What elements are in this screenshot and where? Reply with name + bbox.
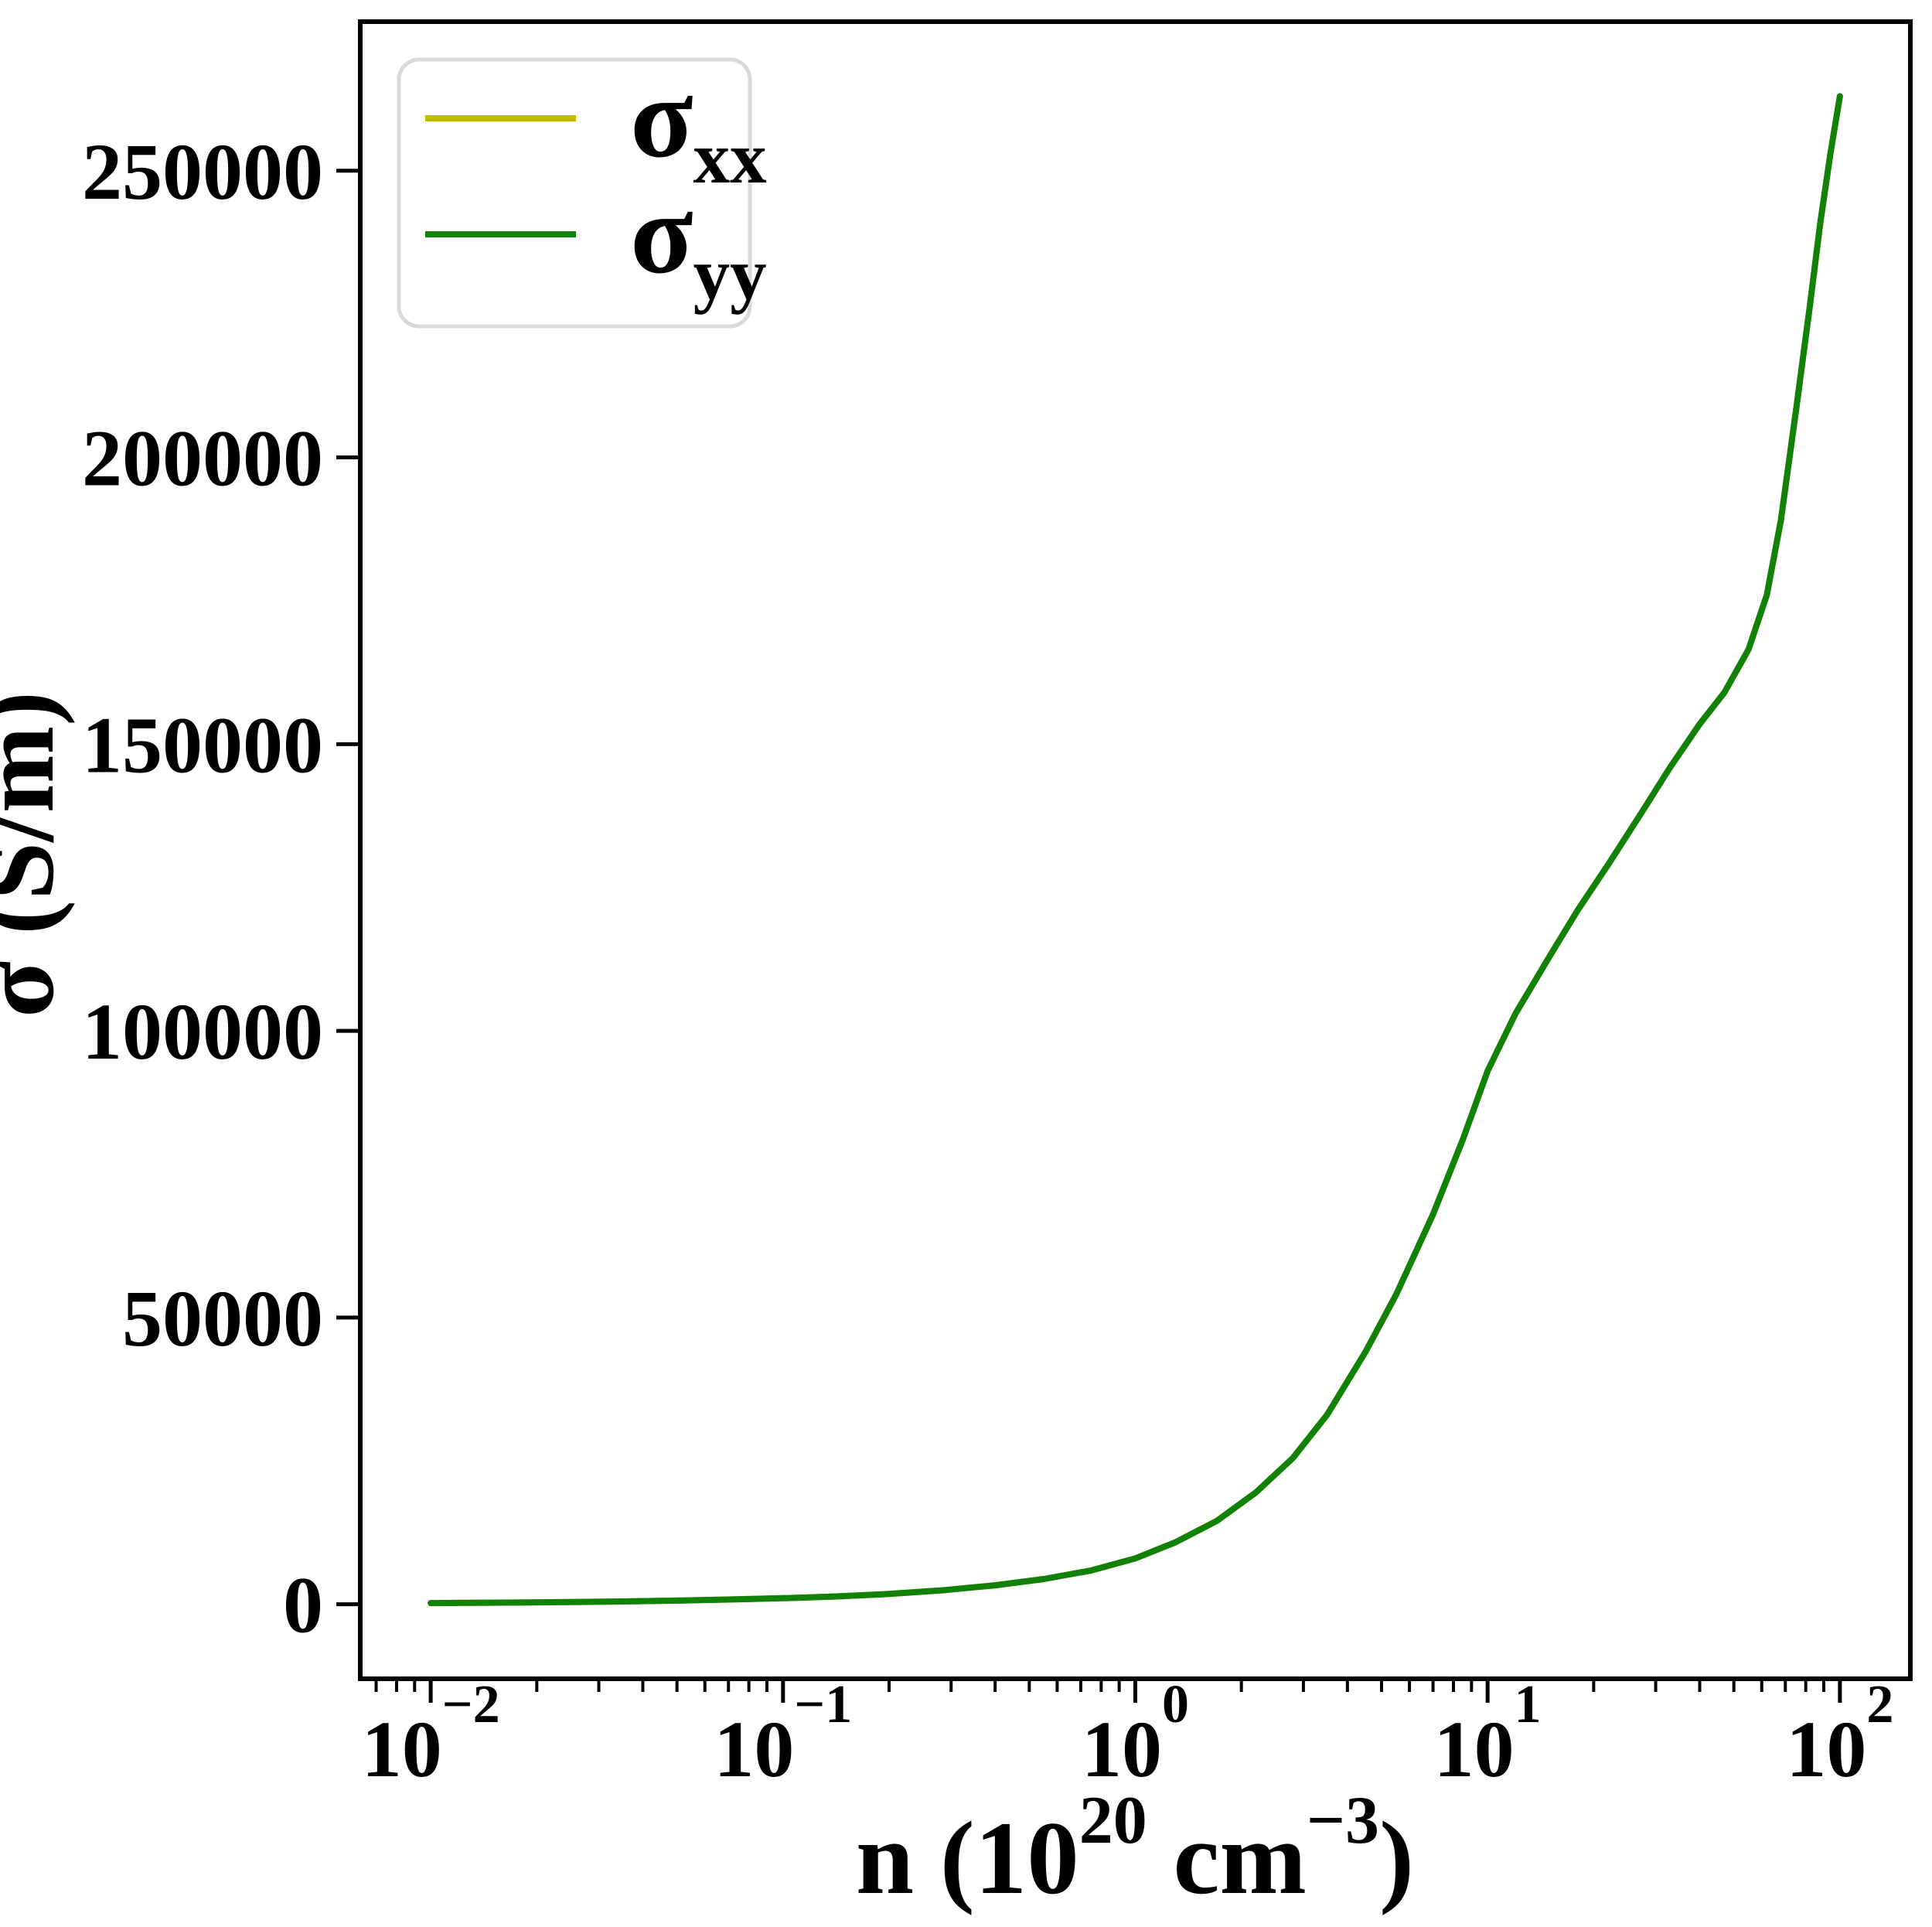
curve-sigma_yy: [428, 93, 1843, 1607]
x-tick-label: 100: [1082, 1675, 1189, 1794]
plot-border: [358, 19, 1913, 1681]
y-tick-label: 100000: [82, 987, 323, 1076]
y-axis: 0 50000 100000 150000 200000 250000: [82, 128, 360, 1650]
y-tick-label: 50000: [122, 1274, 323, 1363]
x-tick-label: 101: [1434, 1675, 1542, 1794]
y-tick-label: 150000: [82, 701, 323, 790]
x-axis-label: n (1020 cm−3): [856, 1783, 1414, 1916]
y-axis-label: σ (S/m): [0, 691, 76, 1018]
x-tick-label: 102: [1786, 1675, 1893, 1794]
y-tick-label: 250000: [82, 128, 323, 217]
x-tick-label: 10−1: [714, 1675, 852, 1794]
legend-label-xx: σxx: [630, 53, 767, 199]
x-axis: 10−2 10−1 100 101 102: [362, 1675, 1894, 1794]
legend-label-yy: σyy: [630, 169, 767, 315]
y-tick-label: 200000: [82, 414, 323, 503]
x-tick-label: 10−2: [362, 1675, 500, 1794]
legend-box: [397, 57, 752, 329]
y-tick-label: 0: [283, 1561, 323, 1650]
